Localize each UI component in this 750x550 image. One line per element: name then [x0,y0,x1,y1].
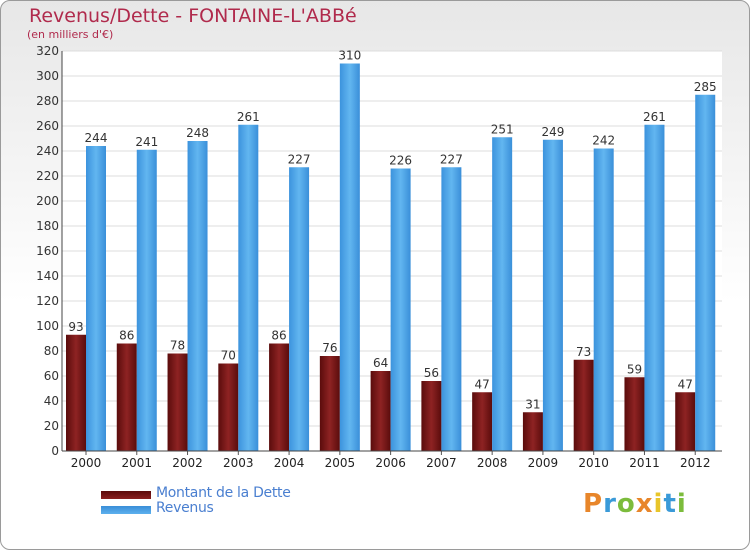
bar-debt [675,392,696,451]
bar-revenue [441,167,462,451]
x-tick-label: 2006 [375,456,406,470]
data-label-debt: 86 [271,329,286,343]
x-tick-label: 2005 [325,456,356,470]
y-tick-label: 80 [44,344,59,358]
bar-revenue [339,63,360,451]
bar-debt [472,392,493,451]
y-tick-label: 20 [44,419,59,433]
data-label-debt: 56 [424,366,439,380]
data-label-revenue: 227 [288,152,311,166]
data-label-revenue: 249 [541,125,564,139]
y-tick-label: 280 [36,94,59,108]
legend-swatch-debt [101,491,151,499]
bar-debt [167,353,188,451]
bar-revenue [695,94,716,451]
bar-debt [218,363,239,451]
y-tick-label: 160 [36,244,59,258]
bar-debt [66,334,86,451]
bar-debt [319,356,340,451]
x-tick-label: 2003 [223,456,254,470]
bar-revenue [86,146,106,451]
bar-debt [624,377,645,451]
bar-debt [421,381,442,451]
y-tick-label: 300 [36,69,59,83]
bar-debt [116,343,137,451]
x-tick-label: 2004 [274,456,305,470]
y-tick-label: 200 [36,194,59,208]
data-label-debt: 70 [221,349,236,363]
chart-title: Revenus/Dette - FONTAINE-L'ABBé [29,5,357,27]
y-tick-label: 220 [36,169,59,183]
y-tick-label: 120 [36,294,59,308]
data-label-debt: 73 [576,345,591,359]
bar-revenue [187,141,208,451]
bar-revenue [492,137,513,451]
data-label-revenue: 241 [135,135,158,149]
x-tick-label: 2012 [680,456,711,470]
bar-debt [269,343,290,451]
y-tick-label: 0 [51,444,59,458]
data-label-revenue: 248 [186,126,209,140]
x-tick-label: 2008 [477,456,508,470]
bar-revenue [136,149,157,451]
data-label-debt: 78 [170,339,185,353]
data-label-debt: 76 [322,341,337,355]
x-tick-label: 2010 [578,456,609,470]
bar-debt [370,371,391,451]
proxiti-logo: Proxiti [583,489,687,519]
y-tick-label: 180 [36,219,59,233]
data-label-revenue: 227 [440,152,463,166]
y-tick-label: 260 [36,119,59,133]
data-label-revenue: 242 [592,134,615,148]
x-tick-label: 2007 [426,456,457,470]
bar-debt [573,359,594,451]
y-tick-label: 320 [36,44,59,58]
bar-debt [522,412,543,451]
data-label-debt: 64 [373,356,388,370]
bar-revenue [593,148,614,451]
data-label-debt: 93 [68,320,83,334]
data-label-revenue: 251 [491,122,514,136]
y-tick-label: 40 [44,394,59,408]
data-label-revenue: 310 [338,49,361,63]
x-tick-label: 2001 [121,456,152,470]
bar-revenue [238,124,259,451]
data-label-revenue: 244 [85,131,108,145]
y-tick-label: 240 [36,144,59,158]
data-label-debt: 86 [119,329,134,343]
y-tick-label: 60 [44,369,59,383]
data-label-revenue: 226 [389,154,412,168]
legend-label-revenue: Revenus [156,500,214,516]
data-label-debt: 31 [525,397,540,411]
x-tick-label: 2009 [528,456,559,470]
bar-revenue [542,139,563,451]
y-tick-label: 140 [36,269,59,283]
data-label-revenue: 285 [694,80,717,94]
x-tick-label: 2011 [629,456,660,470]
data-label-debt: 47 [475,377,490,391]
bar-revenue [289,167,310,451]
bar-revenue [390,168,411,451]
data-label-revenue: 261 [237,110,260,124]
x-tick-label: 2000 [71,456,102,470]
data-label-revenue: 261 [643,110,666,124]
data-label-debt: 47 [678,377,693,391]
bar-revenue [644,124,665,451]
chart-subtitle: (en milliers d'€) [27,28,114,41]
data-label-debt: 59 [627,362,642,376]
x-tick-label: 2002 [172,456,203,470]
y-tick-label: 100 [36,319,59,333]
legend-swatch-revenue [101,506,151,514]
legend-label-debt: Montant de la Dette [156,485,291,501]
